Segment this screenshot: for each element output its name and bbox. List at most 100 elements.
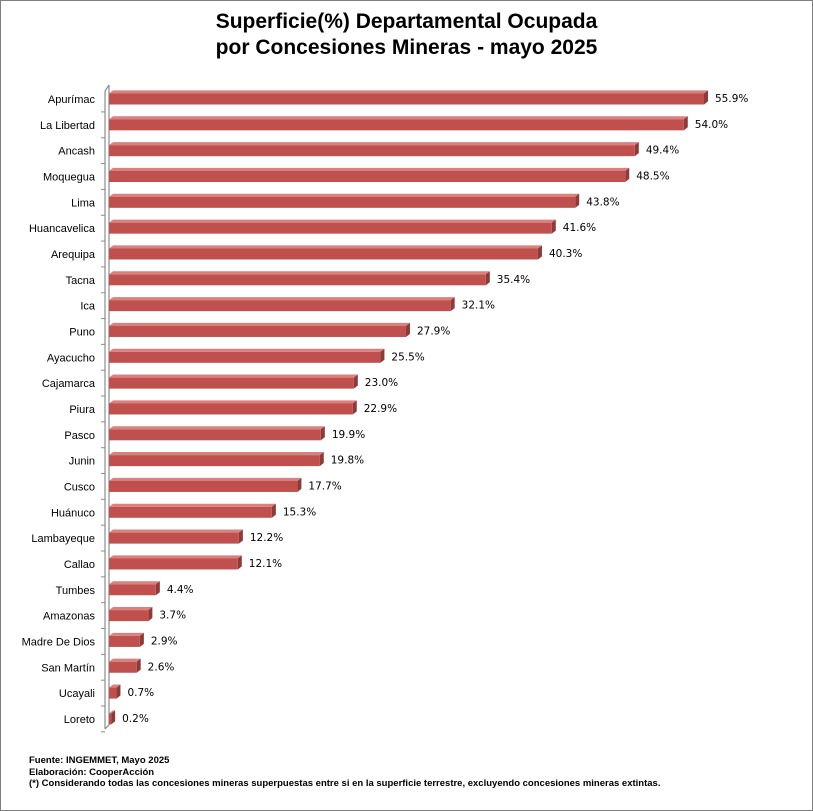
bar-top [109,581,160,585]
footnote: (*) Considerando todas las concesiones m… [29,778,661,789]
bar-top [109,374,358,378]
elaboration-note: Elaboración: CooperAcción [29,766,155,778]
category-label: La Libertad [40,120,95,132]
bar [109,635,140,647]
value-label: 49.4% [646,145,679,157]
bar-side [319,452,324,467]
category-label: Loreto [64,714,95,726]
category-label: Cusco [64,481,95,493]
bar [109,403,353,415]
y-axis [104,84,110,730]
bar-side [136,658,141,673]
value-label: 12.2% [250,532,283,544]
bar-side [352,400,357,415]
value-label: 41.6% [563,222,596,234]
bar [109,661,137,673]
bar-top [109,90,708,94]
value-label: 25.5% [391,351,424,363]
bar-side [551,219,556,234]
value-label: 32.1% [462,300,495,312]
value-label: 43.8% [586,196,619,208]
category-label: Amazonas [43,611,95,623]
category-label: Apurímac [48,94,96,106]
bar [109,170,626,182]
bar [109,196,576,208]
bar-side [111,710,116,725]
bar [109,351,381,363]
value-label: 55.9% [715,93,748,105]
value-label: 2.9% [151,635,178,647]
bar-top [109,193,580,197]
value-label: 23.0% [365,377,398,389]
category-label: Lima [71,197,96,209]
chart-title-line2: por Concesiones Mineras - mayo 2025 [215,36,598,59]
bar [109,248,538,260]
category-label: Puno [69,326,95,338]
category-label: Cajamarca [42,378,96,390]
bar-top [109,297,455,301]
bar-top [109,116,688,120]
bar [109,558,238,570]
category-label: Callao [64,559,95,571]
value-label: 15.3% [283,506,316,518]
category-label: Arequipa [51,249,96,261]
category-label: Junin [69,456,95,468]
bar-side [139,632,144,647]
value-label: 19.9% [332,429,365,441]
value-label: 2.6% [148,661,175,673]
category-label: Pasco [64,430,95,442]
category-label: Huánuco [51,507,95,519]
category-label: Ica [80,301,96,313]
value-label: 19.8% [331,455,364,467]
category-label: Tacna [66,275,96,287]
bar-side [155,581,160,596]
bar-side [625,167,630,182]
bar-side [405,322,410,337]
bar-top [109,167,630,171]
value-label: 0.7% [127,687,154,699]
bar-top [109,426,325,430]
category-label: Piura [69,404,96,416]
category-label: Lambayeque [31,533,95,545]
source-note: Fuente: INGEMMET, Mayo 2025 [29,755,170,766]
bar-chart: Apurímac 55.9% La Libertad 54.0% Ancash 49.4%… [22,84,748,733]
bar [109,377,354,389]
bar-side [353,374,358,389]
bar-top [109,503,276,507]
bar [109,480,298,492]
bar [109,687,117,699]
bar-top [109,271,490,275]
bar-side [485,271,490,286]
bar-top [109,529,243,533]
bar [109,713,112,725]
bar [109,455,320,467]
value-label: 54.0% [695,119,728,131]
bar [109,429,321,441]
bar-top [109,632,144,636]
bar-side [238,529,243,544]
bar-top [109,452,324,456]
category-label: Moquegua [43,171,96,183]
bar-side [297,477,302,492]
bar-side [575,193,580,208]
bar [109,325,406,337]
bar-top [109,555,242,559]
value-label: 4.4% [167,584,194,596]
category-label: San Martín [41,662,95,674]
bar-top [109,322,410,326]
bar [109,532,239,544]
bar-top [109,684,121,688]
value-label: 27.9% [417,325,450,337]
value-label: 3.7% [159,610,186,622]
category-label: Ucayali [59,688,95,700]
bar [109,584,156,596]
category-label: Tumbes [56,585,96,597]
bar-side [634,142,639,157]
bar-side [237,555,242,570]
bar [109,222,552,234]
bar-side [704,90,708,105]
bar-top [109,142,639,146]
value-label: 35.4% [497,274,530,286]
bar-top [109,710,116,714]
